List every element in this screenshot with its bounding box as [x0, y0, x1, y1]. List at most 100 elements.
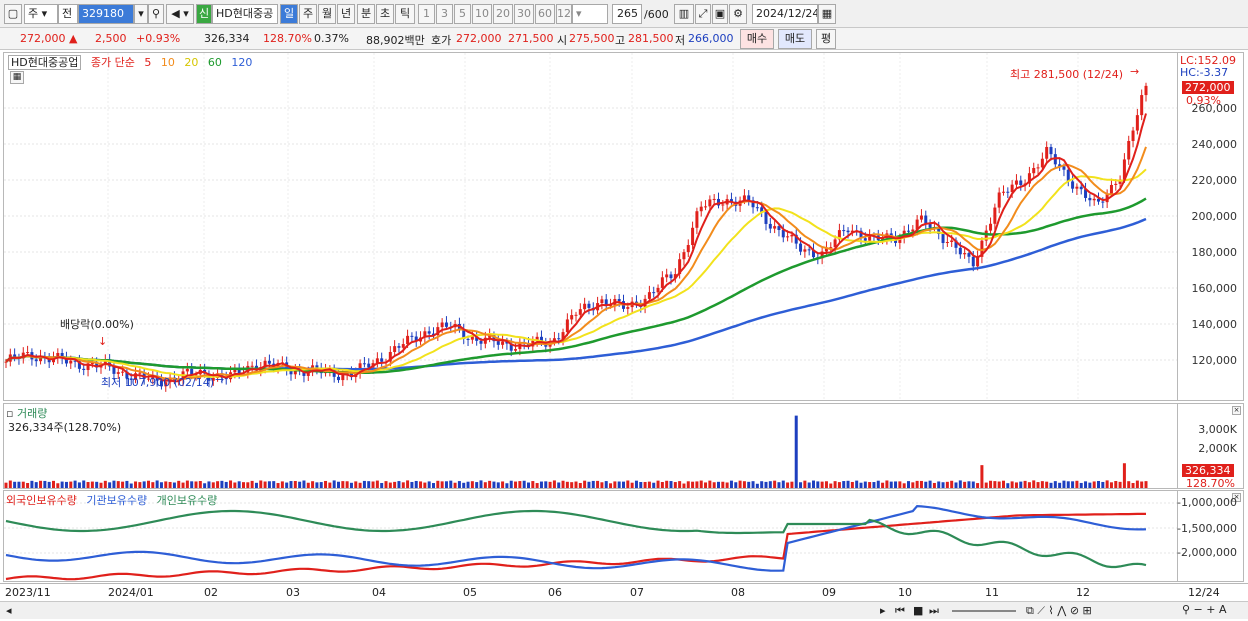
volume-bar — [591, 480, 595, 488]
table-icon[interactable]: ▦ — [10, 71, 24, 84]
interval-minute[interactable]: 분 — [357, 4, 375, 24]
volume-bar — [358, 482, 362, 488]
volume-bar — [13, 481, 17, 488]
count-input[interactable]: 265 — [612, 4, 642, 24]
code-input[interactable]: 329180 — [78, 4, 134, 24]
candle-body — [755, 207, 759, 209]
close-icon[interactable]: × — [1232, 406, 1241, 415]
volume-bar — [622, 481, 625, 488]
num-30[interactable]: 30 — [514, 4, 534, 24]
candle-body — [250, 365, 254, 367]
code-dropdown-icon[interactable]: ▾ — [134, 4, 148, 24]
candle-body — [967, 253, 971, 257]
interval-tick[interactable]: 틱 — [395, 4, 415, 24]
candle-body — [846, 230, 850, 233]
volume-bar — [803, 480, 807, 488]
volume-bar — [4, 482, 8, 488]
candle-body — [1131, 130, 1135, 142]
sell-button[interactable]: 매도 — [778, 29, 812, 49]
save-icon[interactable]: ▣ — [712, 4, 728, 24]
zoom-slider[interactable] — [952, 610, 1016, 612]
num-120[interactable]: 120 — [556, 4, 578, 24]
individual-label: 개인보유수량 — [156, 494, 218, 507]
candle-body — [941, 233, 945, 244]
candle-body — [34, 359, 38, 362]
interval-day[interactable]: 일 — [280, 4, 298, 24]
volume-bar — [267, 481, 271, 488]
volume-bar — [889, 481, 893, 488]
chart-type-icon[interactable]: ⤢ — [695, 4, 711, 24]
calendar-icon[interactable]: ▦ — [818, 4, 836, 24]
candle-body — [414, 336, 418, 342]
volume-bar — [695, 481, 699, 488]
num-10[interactable]: 10 — [472, 4, 492, 24]
candle-body — [647, 292, 651, 299]
volume-bar — [52, 480, 55, 488]
volume-bar — [704, 482, 708, 488]
zoom-icon[interactable]: ⚲ − + A — [1182, 603, 1227, 616]
candle-body — [185, 368, 189, 372]
ma-10-line — [5, 146, 1147, 381]
volume-pane-title: ▫ 거래량 — [6, 407, 48, 420]
num-60[interactable]: 60 — [535, 4, 555, 24]
count-total: /600 — [644, 8, 669, 21]
candle-icon[interactable]: ▥ — [674, 4, 694, 24]
buy-button[interactable]: 매수 — [740, 29, 774, 49]
num-20[interactable]: 20 — [493, 4, 513, 24]
volume-bar — [263, 481, 267, 488]
stop-icon[interactable]: ■ — [913, 604, 924, 617]
scroll-left-icon[interactable]: ◂ — [6, 604, 12, 617]
candle-body — [1019, 180, 1023, 186]
low-note: 최저 107,900 (02/14) — [101, 376, 215, 389]
first-icon[interactable]: ⏮ — [895, 604, 905, 617]
interval-week[interactable]: 주 — [299, 4, 317, 24]
volume-bar — [1127, 481, 1131, 488]
search-icon[interactable]: ⚲ — [148, 4, 164, 24]
candle-body — [552, 338, 556, 342]
candle-body — [617, 298, 621, 302]
holdings-pane[interactable]: 외국인보유수량 기관보유수량 개인보유수량 — [3, 490, 1178, 582]
volume-bar — [172, 482, 176, 488]
window-icon[interactable]: ▢ — [4, 4, 22, 24]
num-1[interactable]: 1 — [418, 4, 435, 24]
volume-bar — [406, 480, 410, 488]
period-select[interactable]: 주 ▾ — [24, 4, 58, 24]
volume-bar — [712, 482, 716, 488]
eval-button[interactable]: 평 — [816, 29, 836, 49]
candle-body — [656, 287, 660, 293]
candle-body — [850, 230, 854, 233]
volume-bar — [177, 480, 181, 488]
price-legend: HD현대중공업 종가 단순 5 10 20 60 120 — [8, 54, 258, 70]
custom-interval-select[interactable]: ▾ — [572, 4, 608, 24]
interval-month[interactable]: 월 — [318, 4, 336, 24]
num-5[interactable]: 5 — [454, 4, 471, 24]
candle-body — [190, 368, 194, 375]
price-pane[interactable]: HD현대중공업 종가 단순 5 10 20 60 120 ▦ 최고 281,50… — [3, 52, 1178, 401]
volume-bar — [1062, 480, 1066, 488]
scroll-bar: ◂ ▸ ⏮ ■ ⏭ ⧉ ⟋ ⌇ ⋀ ⊘ ⊞ ⚲ − + A — [0, 601, 1248, 619]
date-input[interactable]: 2024/12/24 — [752, 4, 818, 24]
volume-bar — [73, 480, 77, 488]
candle-body — [812, 249, 815, 258]
candle-body — [971, 256, 975, 267]
tools-icon[interactable]: ⧉ ⟋ ⌇ ⋀ ⊘ ⊞ — [1026, 604, 1092, 617]
prefix-box[interactable]: 전 — [58, 4, 78, 24]
interval-year[interactable]: 년 — [337, 4, 355, 24]
gear-icon[interactable]: ⚙ — [729, 4, 747, 24]
volume-bar — [272, 481, 276, 488]
last-icon[interactable]: ⏭ — [929, 604, 939, 617]
close-icon[interactable]: × — [1232, 493, 1241, 502]
candle-body — [1049, 146, 1053, 155]
candle-body — [1066, 169, 1070, 182]
volume-pane[interactable]: ▫ 거래량 326,334주(128.70%) — [3, 403, 1178, 489]
speaker-icon[interactable]: ◀ ▾ — [166, 4, 194, 24]
num-3[interactable]: 3 — [436, 4, 453, 24]
interval-second[interactable]: 초 — [376, 4, 394, 24]
volume-bar — [125, 480, 129, 488]
scroll-right-icon[interactable]: ▸ — [880, 604, 886, 617]
volume-bar — [945, 481, 949, 488]
volume-tick: 2,000K — [1198, 442, 1237, 455]
volume-bar — [997, 481, 1001, 488]
candle-body — [349, 372, 353, 378]
volume-bar — [768, 481, 772, 488]
